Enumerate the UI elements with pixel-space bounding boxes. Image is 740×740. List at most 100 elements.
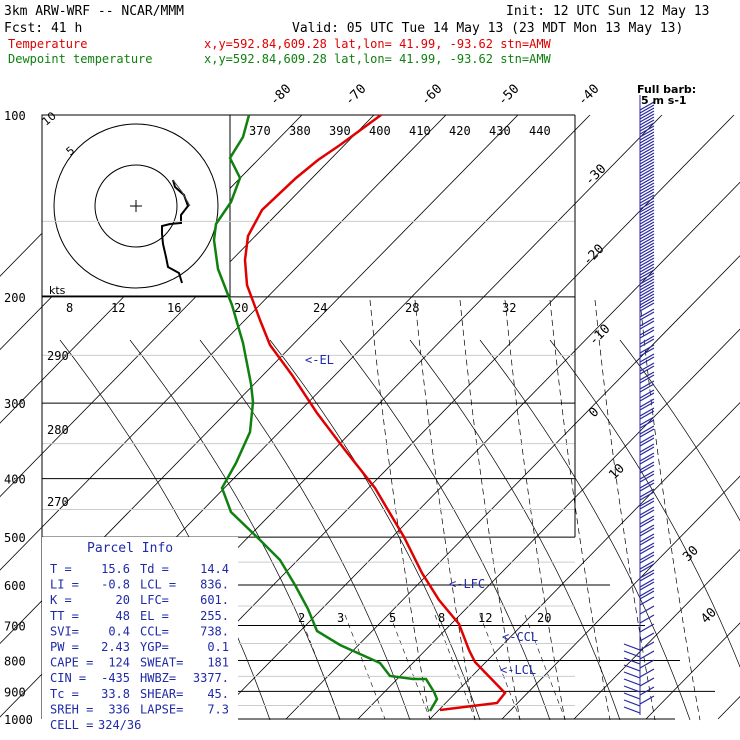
parcel-param-label: LI = [50,578,79,592]
parcel-param-label: TT = [50,609,79,623]
parcel-param-label: LAPSE= [140,702,183,716]
wind-barb [639,344,655,354]
moist-adiabat-line [639,299,701,721]
dry-adiabat-line [199,339,411,721]
dry-adiabat-label: 280 [47,423,69,437]
wind-barb [639,257,655,267]
isotherm-label: 10 [606,461,628,483]
wind-barb [639,560,655,570]
parcel-param-label: K = [50,593,72,607]
wind-barb [639,164,655,174]
parcel-param-value: 0.1 [207,640,229,654]
hodograph-speed-label: 16 [167,301,181,315]
wind-barb [639,308,655,318]
wind-barb [639,551,655,561]
wind-barb [623,678,641,686]
wind-barb [639,302,655,312]
wind-barb [639,167,655,177]
parcel-param-label: SVI= [50,624,79,638]
parcel-param-value: -435 [101,671,130,685]
el-marker: <-EL [305,353,334,367]
wind-barb [623,657,641,665]
wind-barb [639,554,655,564]
wind-barb [639,515,655,525]
mixing-ratio-label: 3 [337,611,344,625]
wind-barb [639,191,655,201]
wind-barb [639,299,655,309]
pressure-label-200: 200 [4,291,26,305]
wind-barb [639,335,655,345]
wind-barb [639,356,655,366]
parcel-param-label: YGP= [140,640,169,654]
parcel-param-label: CAPE = [50,656,93,670]
pressure-label-600: 600 [4,579,26,593]
wind-barb [639,524,655,534]
wind-barb [639,230,655,240]
hodograph-speed-label: 28 [405,301,419,315]
wind-barb [639,425,655,435]
wind-barb [639,293,655,303]
wind-barb [639,470,655,480]
wind-barb [639,269,655,279]
wind-barb [639,290,655,300]
theta-e-label: 400 [369,124,391,138]
parcel-param-value: 33.8 [101,687,130,701]
hodograph-speed-label: 12 [111,301,125,315]
wind-barb [639,296,655,306]
wind-barb [639,641,655,651]
wind-barb [639,155,655,165]
dry-adiabat-line [339,339,551,721]
parcel-param-label: PW = [50,640,79,654]
parcel-param-value: 3377. [193,671,229,685]
moist-adiabat-line [594,299,656,721]
parcel-info-panel: Parcel Info T = 15.6 Td = 14.4 LI = -0.8 LCL =… [42,537,238,732]
wind-barb [639,326,655,336]
wind-barb-column: Full barb: 5 m s-1 [623,83,696,715]
wind-barb [639,374,655,384]
wind-barb [639,353,655,363]
wind-barb [639,596,655,606]
parcel-param-label: SREH = [50,702,93,716]
wind-barb [639,224,655,234]
wind-barb [639,437,655,447]
temperature-legend: Temperature [8,37,87,51]
hodograph: 10 5 [40,109,231,297]
wind-barb [639,119,655,129]
wind-barb [639,233,655,243]
wind-barb [639,482,655,492]
wind-barb [639,434,655,444]
wind-barb [639,446,655,456]
temperature-line [243,113,507,712]
wind-barb [639,275,655,285]
wind-barb [639,401,655,411]
theta-e-label: 410 [409,124,431,138]
wind-barb [639,248,655,258]
wind-barb [639,581,655,591]
wind-barb [639,188,655,198]
isotherm-line [141,114,735,720]
wind-barb [639,200,655,210]
wind-barb [639,491,655,501]
wind-barb [639,473,655,483]
parcel-param-value: 601. [200,593,229,607]
wind-barb [639,251,655,261]
wind-barb [639,134,655,144]
model-title: 3km ARW-WRF -- NCAR/MMM [4,4,184,19]
wind-barb [639,659,655,669]
wind-barb [623,643,641,651]
isotherm-label: 0 [586,405,602,421]
isotherm-line [717,695,740,720]
wind-barb [639,392,655,402]
wind-barb [639,311,655,321]
wind-barb [639,212,655,222]
pressure-label-1000: 1000 [4,713,33,727]
wind-barb [639,320,655,330]
isotherm-label: -50 [495,82,522,109]
wind-barb [639,533,655,543]
wind-barb [639,497,655,507]
wind-barb [639,149,655,159]
mixing-ratio-line [299,614,341,720]
wind-barb [639,278,655,288]
wind-barb [639,650,655,660]
wind-barb [639,389,655,399]
